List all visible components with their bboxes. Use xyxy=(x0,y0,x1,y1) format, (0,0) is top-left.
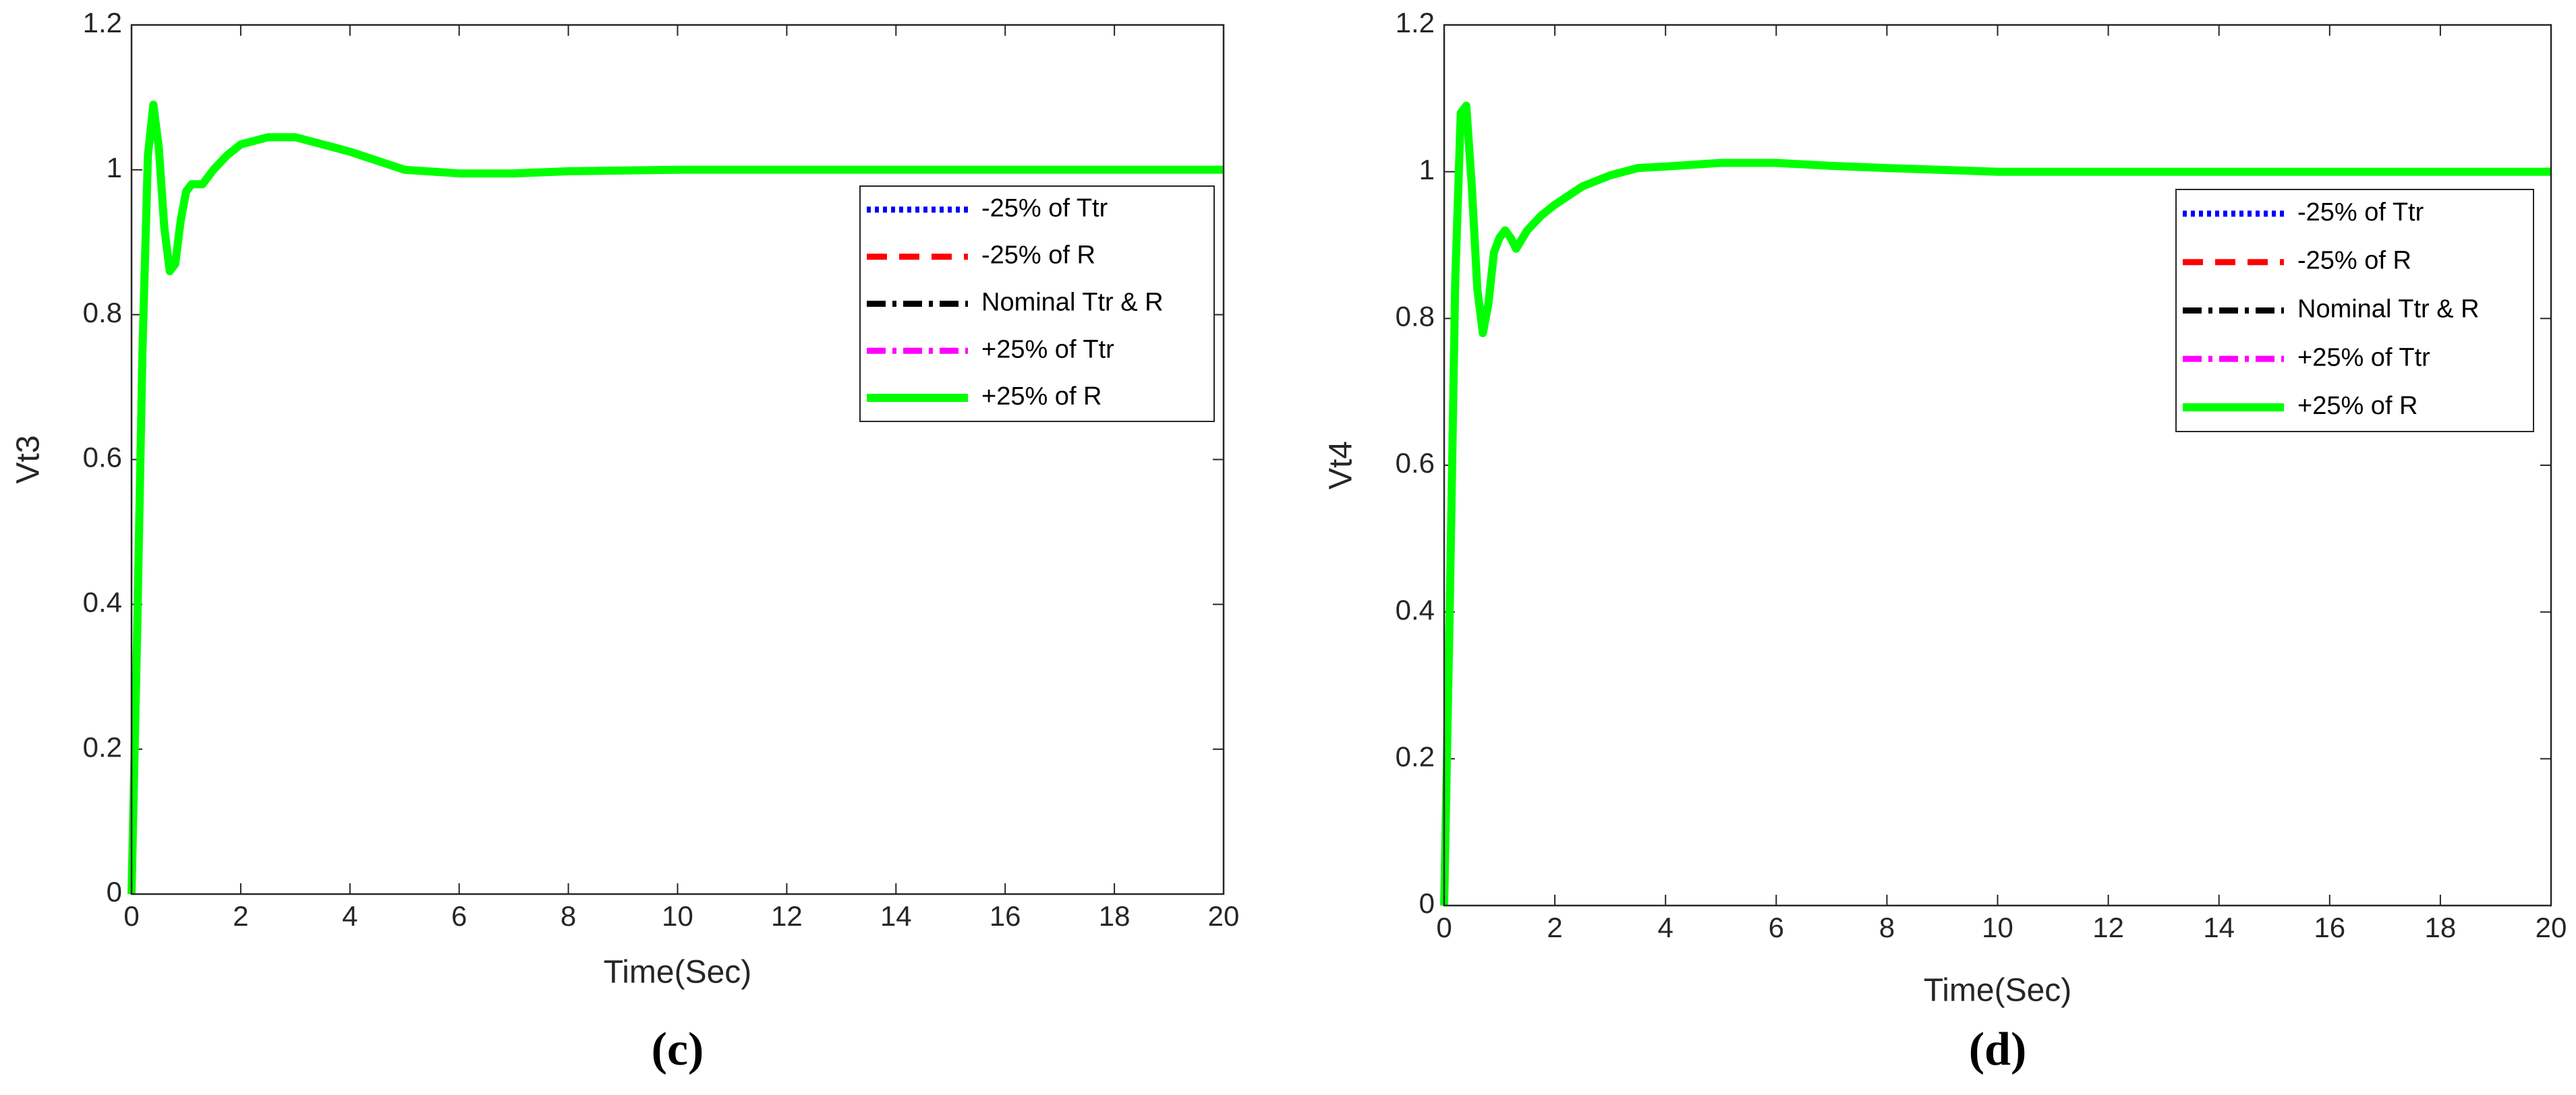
chart: 0 2 4 6 8 10 12 14 16 18 20 0 0.2 0.4 0.6 0.8 1 1.2 Time(S… xyxy=(1323,7,2567,1075)
legend-label: Nominal Ttr & R xyxy=(981,289,1164,317)
legend-label: -25% of Ttr xyxy=(981,194,1108,223)
x-tick-label: 20 xyxy=(1208,900,1240,932)
x-tick-label: 16 xyxy=(2314,912,2345,943)
x-tick-label: 12 xyxy=(771,900,803,932)
y-tick-label: 0.4 xyxy=(1396,594,1435,626)
x-tick-label: 6 xyxy=(1769,912,1784,943)
legend-label: Nominal Ttr & R xyxy=(2297,295,2480,324)
x-tick-label: 0 xyxy=(1436,912,1452,943)
x-tick-label: 4 xyxy=(342,900,357,932)
x-tick-label: 10 xyxy=(1982,912,2013,943)
y-tick-label: 1.2 xyxy=(83,7,122,38)
x-tick-label: 14 xyxy=(880,900,912,932)
y-tick-label: 1 xyxy=(107,152,122,183)
x-tick-label: 14 xyxy=(2203,912,2235,943)
legend: -25% of Ttr -25% of R Nominal Ttr & R +25% … xyxy=(859,185,1215,422)
y-tick-label: 0 xyxy=(107,876,122,908)
y-axis-label: Vt4 xyxy=(1323,441,1359,490)
legend-label: +25% of R xyxy=(981,382,1102,411)
x-tick-label: 4 xyxy=(1658,912,1673,943)
series-line xyxy=(1440,101,2551,906)
plot-area xyxy=(132,25,1224,894)
x-tick-label: 20 xyxy=(2536,912,2567,943)
x-tick-label: 18 xyxy=(2425,912,2457,943)
y-tick-label: 0.2 xyxy=(1396,740,1435,772)
legend-label: +25% of R xyxy=(2297,392,2418,420)
caption: (d) xyxy=(1969,1024,2027,1075)
x-tick-label: 0 xyxy=(123,900,139,932)
y-tick-label: 1 xyxy=(1419,154,1435,185)
legend-label: +25% of Ttr xyxy=(2297,343,2430,372)
x-tick-label: 2 xyxy=(1547,912,1562,943)
x-axis-label: Time(Sec) xyxy=(1924,973,2072,1009)
axes-box xyxy=(130,24,1225,895)
plot-area xyxy=(1444,25,2551,906)
legend: -25% of Ttr -25% of R Nominal Ttr & R +25% … xyxy=(2175,189,2534,432)
y-tick-label: 0.8 xyxy=(1396,300,1435,332)
y-axis-label: Vt3 xyxy=(11,435,47,483)
y-tick-label: 0.4 xyxy=(83,586,122,618)
legend-label: -25% of R xyxy=(981,241,1095,270)
x-tick-label: 18 xyxy=(1099,900,1130,932)
y-tick-label: 0.8 xyxy=(83,297,122,328)
x-tick-label: 12 xyxy=(2092,912,2124,943)
legend-label: -25% of Ttr xyxy=(2297,198,2424,227)
legend-label: -25% of R xyxy=(2297,247,2411,275)
x-tick-label: 10 xyxy=(662,900,693,932)
y-tick-label: 0.6 xyxy=(1396,447,1435,479)
x-tick-label: 8 xyxy=(561,900,576,932)
axes-box xyxy=(1443,24,2552,907)
series-line xyxy=(127,100,1224,895)
x-tick-label: 16 xyxy=(990,900,1021,932)
y-tick-label: 1.2 xyxy=(1396,7,1435,38)
x-tick-label: 2 xyxy=(233,900,248,932)
caption: (c) xyxy=(652,1024,704,1075)
y-tick-label: 0.2 xyxy=(83,731,122,763)
x-tick-label: 8 xyxy=(1879,912,1895,943)
x-tick-label: 6 xyxy=(451,900,467,932)
y-tick-label: 0 xyxy=(1419,887,1435,919)
x-axis-label: Time(Sec) xyxy=(604,955,752,990)
legend-label: +25% of Ttr xyxy=(981,335,1114,363)
y-tick-label: 0.6 xyxy=(83,442,122,473)
chart: 0 2 4 6 8 10 12 14 16 18 20 0 0.2 0.4 0.6 0.8 1 1.2 Time(S… xyxy=(11,7,1240,1075)
